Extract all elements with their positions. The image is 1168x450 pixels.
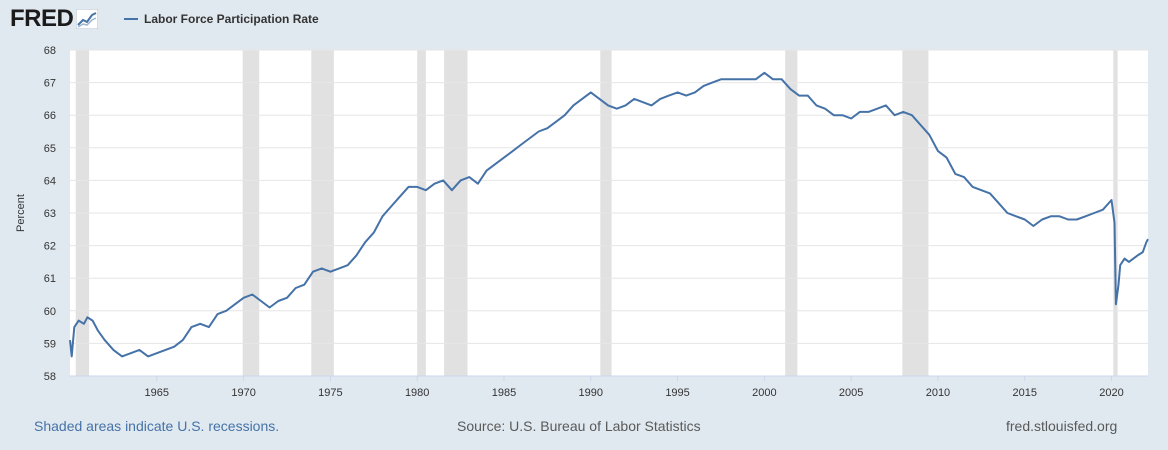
x-tick-label: 1990 <box>579 387 603 399</box>
y-tick-label: 61 <box>44 273 56 285</box>
x-tick-label: 1985 <box>492 387 516 399</box>
y-axis: 58 59 60 61 62 63 64 65 66 67 68 <box>44 45 56 383</box>
x-tick-label: 2010 <box>926 387 950 399</box>
y-tick-label: 65 <box>44 143 56 155</box>
y-axis-label: Percent <box>15 194 27 232</box>
y-tick-label: 64 <box>44 175 56 187</box>
x-tick-label: 2020 <box>1099 387 1123 399</box>
fred-graph-icon <box>76 9 99 29</box>
legend-swatch <box>124 18 138 20</box>
x-tick-label: 2000 <box>752 387 776 399</box>
source-note: Source: U.S. Bureau of Labor Statistics <box>457 418 701 434</box>
y-tick-label: 68 <box>44 45 56 57</box>
fred-logo-text: FRED <box>10 5 74 32</box>
chart-legend[interactable]: Labor Force Participation Rate <box>124 11 319 27</box>
x-tick-label: 1995 <box>665 387 689 399</box>
x-tick-label: 1965 <box>145 387 169 399</box>
gridlines <box>70 49 1148 377</box>
x-tick-label: 1970 <box>231 387 255 399</box>
fred-logo[interactable]: FRED <box>10 5 99 32</box>
site-link[interactable]: fred.stlouisfed.org <box>1006 418 1118 434</box>
x-tick-label: 1980 <box>405 387 429 399</box>
recession-note-link[interactable]: Shaded areas indicate U.S. recessions. <box>34 418 280 434</box>
y-tick-label: 62 <box>44 241 56 253</box>
x-axis: 1965 1970 1975 1980 1985 1990 1995 2000 2005 2010… <box>145 376 1124 399</box>
y-tick-label: 66 <box>44 110 56 122</box>
legend-label: Labor Force Participation Rate <box>144 12 319 26</box>
y-tick-label: 58 <box>44 371 56 383</box>
x-tick-label: 1975 <box>318 387 342 399</box>
x-tick-label: 2015 <box>1013 387 1037 399</box>
y-tick-label: 67 <box>44 78 56 90</box>
y-tick-label: 60 <box>44 306 56 318</box>
x-tick-label: 2005 <box>839 387 863 399</box>
series-line-labor-force-participation-rate[interactable] <box>69 71 1149 358</box>
y-tick-label: 59 <box>44 338 56 350</box>
y-tick-label: 63 <box>44 208 56 220</box>
